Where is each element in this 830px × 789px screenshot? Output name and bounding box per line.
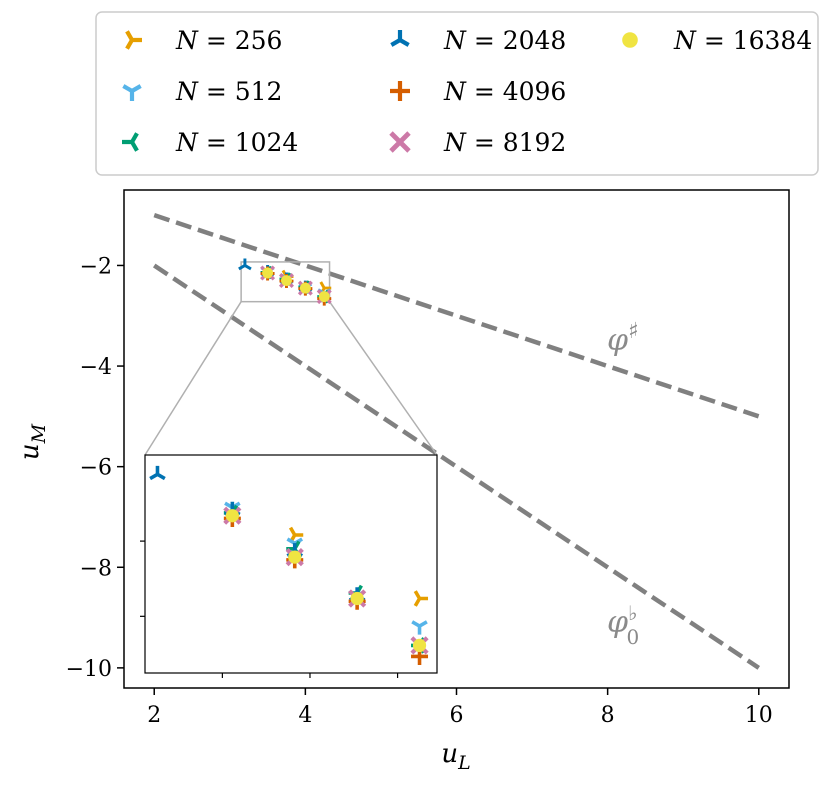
legend-label-value: = 8192 [466, 128, 566, 157]
legend-label-value: = 2048 [466, 26, 566, 55]
reference-line-phi-flat [152, 263, 761, 670]
x-tick-label: 2 [147, 703, 161, 728]
axis-label-subscript: L [457, 752, 471, 774]
point-n-16384 [281, 275, 292, 287]
legend-label-symbol: N [175, 128, 199, 157]
legend-marker-n-8192 [389, 131, 411, 153]
legend-label: N = 16384 [673, 26, 812, 55]
x-tick-label: 6 [450, 703, 464, 728]
inset-ticks [140, 540, 399, 678]
y-tick-label: −2 [80, 254, 112, 279]
zoom-connector-left [144, 301, 242, 456]
inset-point-n-256 [413, 590, 429, 607]
inset-background [145, 455, 437, 673]
plot-frame [123, 189, 790, 689]
point-n-16384 [262, 267, 274, 279]
y-axis-label: uM [15, 423, 50, 460]
reference-line-phi-sharp [153, 213, 760, 419]
legend-label-value: = 16384 [696, 26, 812, 55]
inset-point-n-16384 [288, 550, 302, 564]
legend-item-n-1024: N = 1024 [122, 128, 298, 157]
legend-marker-n-4096 [390, 81, 410, 101]
y-ticks: −2 −4 −6 −8 −10 [66, 254, 124, 682]
point-n-16384 [299, 282, 311, 294]
zoom-connector-right [328, 301, 438, 456]
legend-marker-n-2048 [390, 30, 410, 47]
legend-label: N = 4096 [443, 77, 566, 106]
y-tick-label: −8 [80, 556, 112, 581]
main-markers [238, 258, 332, 306]
inset-axes [140, 454, 438, 678]
legend-item-n-2048: N = 2048 [390, 26, 566, 55]
legend-marker-n-16384 [622, 32, 638, 48]
annotation-flat-symbol: ♭ [628, 601, 637, 625]
y-tick-label: −6 [80, 456, 112, 481]
x-tick-label: 4 [298, 703, 312, 728]
legend-marker-n-256 [125, 30, 142, 50]
legend-label-value: = 4096 [466, 77, 566, 106]
axis-label-subscript: M [28, 423, 50, 444]
legend-label-symbol: N [175, 26, 199, 55]
y-tick-label: −10 [66, 657, 112, 682]
x-tick-label: 10 [745, 703, 773, 728]
legend-label-symbol: N [443, 128, 467, 157]
x-tick-label: 8 [601, 703, 615, 728]
point-n-16384 [318, 291, 330, 303]
zoom-indicator [144, 261, 438, 456]
legend-label-symbol: N [443, 77, 467, 106]
x-ticks: 2 4 6 8 10 [147, 688, 773, 728]
legend-item-n-16384: N = 16384 [622, 26, 812, 55]
legend-label-symbol: N [175, 77, 199, 106]
inset-point-n-512 [411, 620, 428, 635]
legend-label-value: = 512 [198, 77, 283, 106]
legend-label: N = 1024 [175, 128, 298, 157]
legend-item-n-4096: N = 4096 [390, 77, 566, 106]
inset-point-n-16384 [412, 638, 427, 653]
legend-label-value: = 256 [198, 26, 283, 55]
legend-item-n-256: N = 256 [125, 26, 282, 55]
legend-label: N = 2048 [443, 26, 566, 55]
annotation-sharp-symbol: ♯ [628, 319, 639, 344]
annotation-flat-subscript: 0 [626, 625, 639, 649]
legend-label-symbol: N [443, 26, 467, 55]
legend-label-symbol: N [673, 26, 697, 55]
inset-point-n-16384 [225, 509, 239, 523]
legend-label: N = 8192 [443, 128, 566, 157]
legend-label: N = 256 [175, 26, 282, 55]
inset-point-n-2048 [149, 465, 166, 481]
y-tick-label: −4 [80, 355, 112, 380]
legend-frame [95, 11, 819, 176]
legend-marker-n-512 [122, 84, 142, 101]
inset-markers [149, 465, 429, 665]
reference-lines [152, 213, 761, 670]
inset-point-n-16384 [350, 591, 364, 606]
point-n-2048 [238, 258, 252, 271]
inset-frame [144, 454, 438, 674]
legend-marker-n-1024 [122, 132, 139, 152]
legend-label-value: = 1024 [198, 128, 298, 157]
zoom-box [240, 261, 331, 303]
x-axis-label: uL [441, 739, 470, 774]
legend-item-n-8192: N = 8192 [389, 128, 566, 157]
legend-label: N = 512 [175, 77, 282, 106]
legend-item-n-512: N = 512 [122, 77, 282, 106]
